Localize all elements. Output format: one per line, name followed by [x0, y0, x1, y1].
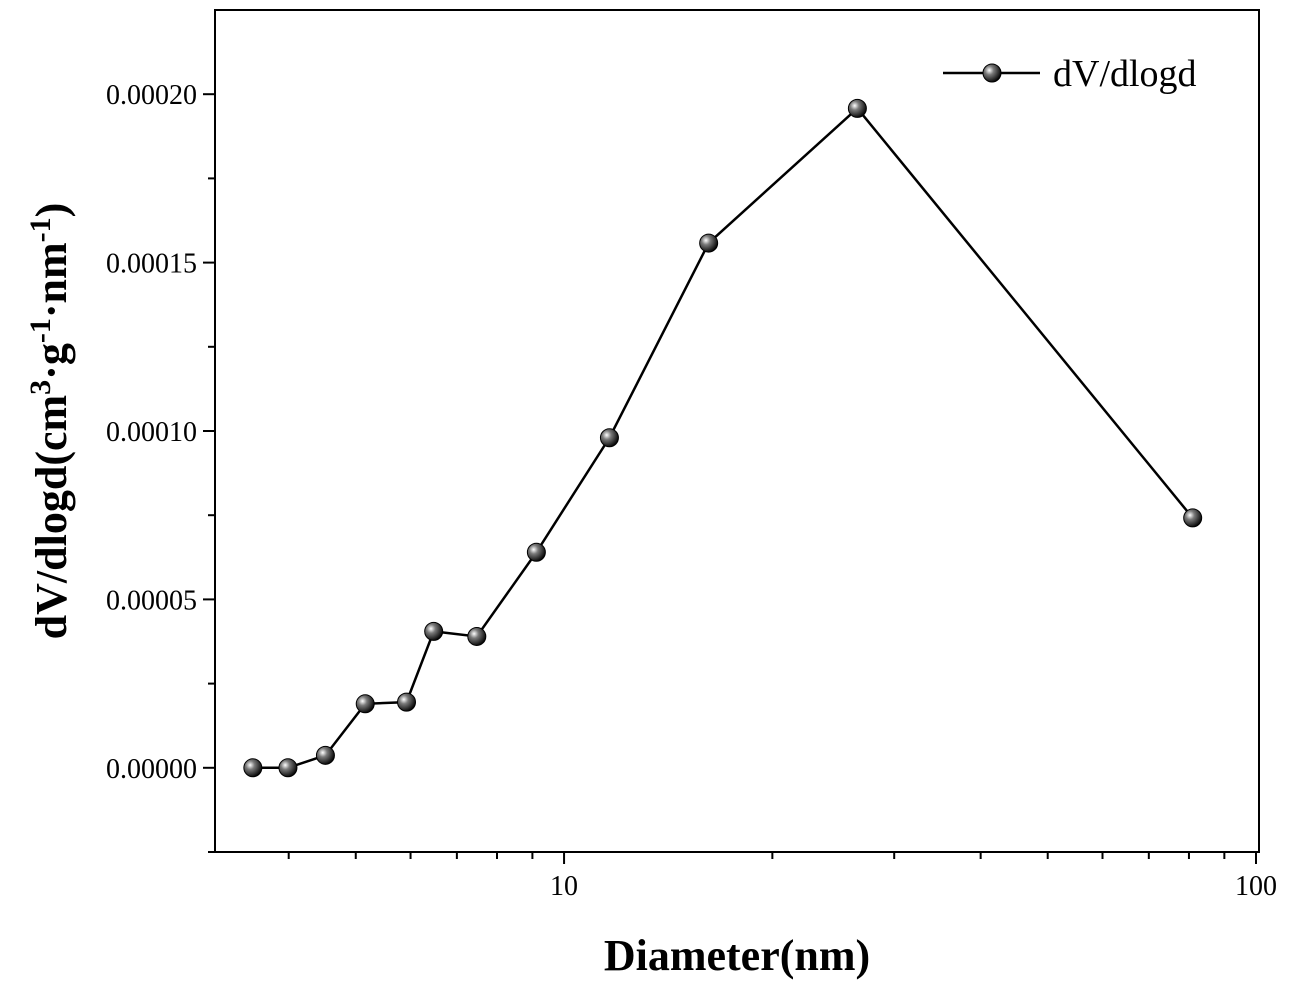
y-axis-title-sup-3: -1 [24, 217, 57, 242]
y-axis-title-base: dV/dlogd(cm [27, 395, 76, 639]
data-point [315, 745, 335, 765]
x-axis-ticks: 10 100 [287, 852, 1277, 902]
y-tick-label: 0.00005 [106, 585, 197, 616]
y-axis-title-sup-1: 3 [24, 380, 57, 395]
x-tick-label: 10 [550, 871, 578, 902]
data-point [599, 428, 619, 448]
y-axis-title-mid-2: ·nm [27, 242, 76, 318]
legend: dV/dlogd [943, 53, 1197, 95]
data-point [526, 542, 546, 562]
data-point [355, 694, 375, 714]
y-tick-label: 0.00010 [106, 417, 197, 448]
y-axis-ticks: 0.00000 0.00005 0.00010 0.00015 0.00020 [106, 80, 215, 853]
data-point [243, 758, 263, 778]
y-axis-title: dV/dlogd(cm3·g-1·nm-1) [24, 203, 76, 640]
series-layer [243, 98, 1203, 778]
legend-label: dV/dlogd [1053, 53, 1197, 95]
x-axis-title: Diameter(nm) [604, 931, 870, 980]
data-point [1183, 508, 1203, 528]
data-point [397, 692, 417, 712]
x-tick-label: 100 [1235, 871, 1277, 902]
data-point [847, 98, 867, 118]
plot-frame [214, 9, 1260, 853]
y-tick-label: 0.00015 [106, 249, 197, 280]
data-point [424, 621, 444, 641]
legend-marker [982, 63, 1002, 83]
data-point [467, 626, 487, 646]
data-point [699, 233, 719, 253]
data-point [278, 758, 298, 778]
y-axis-title-end: ) [27, 203, 76, 218]
series-line [252, 106, 1194, 770]
y-axis-title-mid-1: ·g [27, 343, 76, 380]
y-tick-label: 0.00000 [106, 754, 197, 785]
y-axis-title-sup-2: -1 [24, 318, 57, 343]
y-tick-label: 0.00020 [106, 80, 197, 111]
